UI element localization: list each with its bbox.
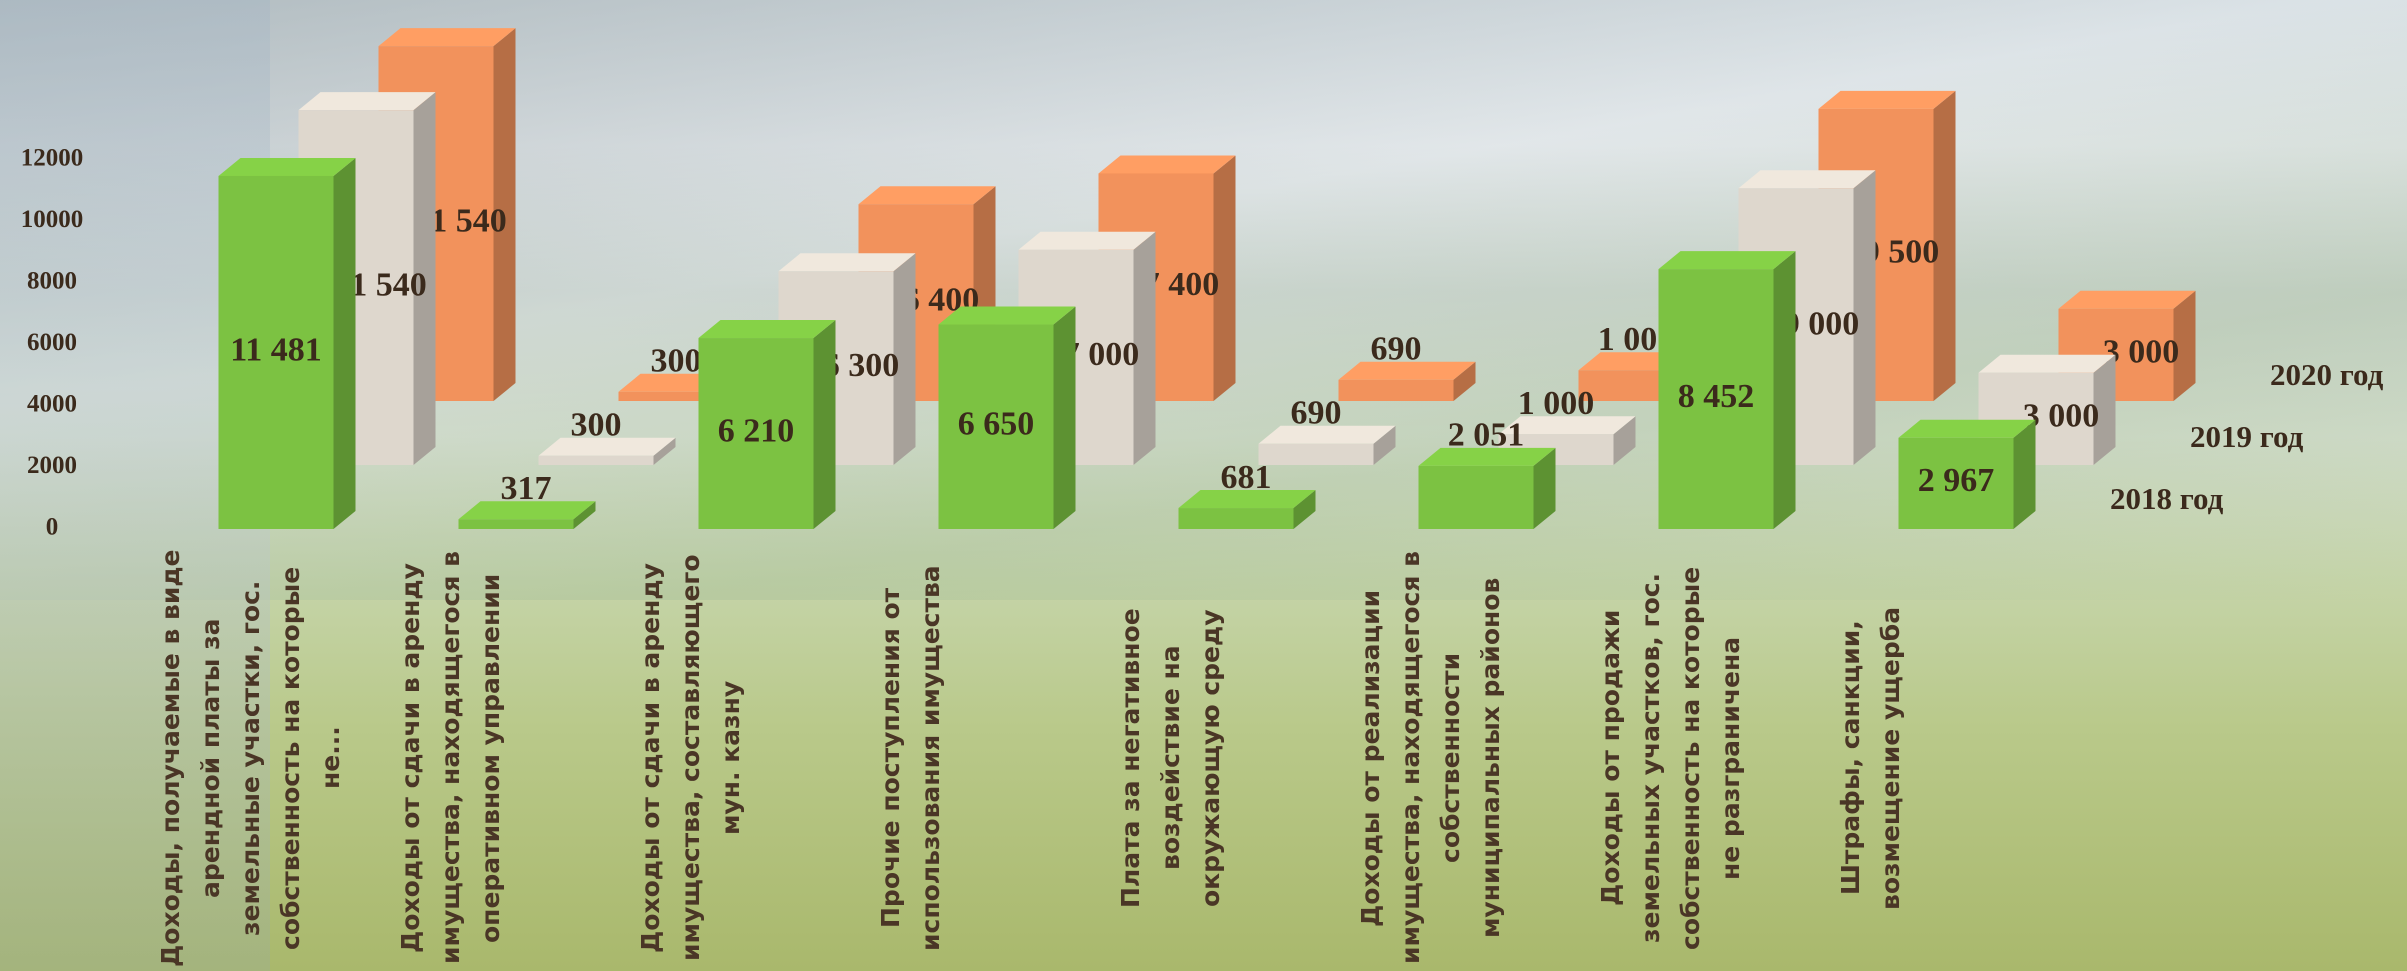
y-tick-label: 0: [46, 514, 59, 541]
bar-top: [778, 253, 916, 272]
bar-side: [2173, 290, 2196, 401]
bar: [618, 391, 734, 401]
bar-side: [1133, 231, 1156, 465]
bar: [938, 324, 1054, 529]
bar-side: [1213, 155, 1236, 401]
bar-top: [698, 320, 836, 339]
bar-side: [413, 92, 436, 466]
bar-top: [1258, 425, 1396, 444]
bar: [1338, 379, 1454, 401]
value-label: 6 650: [958, 406, 1035, 443]
bar-side: [573, 501, 596, 529]
legend-label: 2020 год: [2270, 357, 2384, 392]
category-label: Доходы от продажи земельных участков, го…: [1596, 566, 1745, 950]
bar-top: [1818, 90, 1956, 109]
value-label: 681: [1221, 459, 1272, 496]
bar-top: [1978, 354, 2116, 373]
y-tick-label: 8000: [27, 268, 77, 295]
category-label: Штрафы, санкции, возмещение ущерба: [1836, 606, 1905, 910]
bar-side: [333, 157, 356, 530]
y-tick-label: 2000: [27, 452, 77, 479]
bar-top: [378, 28, 516, 47]
value-label: 300: [571, 407, 622, 444]
value-label: 300: [651, 343, 702, 380]
y-tick-label: 4000: [27, 391, 77, 418]
bar-top: [1738, 170, 1876, 189]
bar-side: [1853, 170, 1876, 465]
bar-side: [2013, 419, 2036, 529]
bar-top: [2058, 290, 2196, 309]
bar-top: [1498, 416, 1636, 435]
value-label: 2 967: [1918, 462, 1995, 499]
bar: [1658, 269, 1774, 529]
bar-side: [1773, 251, 1796, 529]
bar-side: [1933, 90, 1956, 401]
bar: [538, 455, 654, 465]
bar-side: [1053, 306, 1076, 529]
value-label: 317: [501, 470, 552, 507]
bar-top: [1338, 361, 1476, 380]
bar: [698, 338, 814, 529]
bar-top: [858, 186, 996, 205]
y-tick-label: 12000: [21, 145, 84, 172]
bar-side: [1533, 447, 1556, 529]
bar-top: [1418, 447, 1556, 466]
bar: [218, 175, 334, 530]
value-label: 1 000: [1518, 385, 1595, 422]
bar-top: [1018, 231, 1156, 250]
bar-side: [1613, 416, 1636, 465]
value-label: 8 452: [1678, 378, 1755, 415]
y-tick-label: 6000: [27, 329, 77, 356]
value-label: 6 210: [718, 412, 795, 449]
value-label: 2 051: [1448, 417, 1525, 454]
value-label: 690: [1371, 331, 1422, 368]
y-tick-label: 10000: [21, 206, 84, 233]
bar-side: [1453, 361, 1476, 401]
bar-top: [1898, 419, 2036, 438]
bar-side: [1293, 490, 1316, 529]
category-label: Доходы, получаемые в виде арендной платы…: [156, 549, 345, 967]
bar: [1258, 443, 1374, 465]
bar-top: [218, 157, 356, 176]
category-label: Доходы от реализации имущества, находяще…: [1356, 551, 1505, 965]
bar-top: [538, 437, 676, 456]
bar-top: [1178, 490, 1316, 509]
bar-side: [653, 437, 676, 465]
value-label: 11 481: [230, 331, 322, 368]
bar-top: [938, 306, 1076, 325]
bar: [458, 519, 574, 529]
bar: [1898, 437, 2014, 529]
bar-side: [2093, 354, 2116, 465]
category-label: Доходы от сдачи в аренду имущества, сост…: [636, 554, 745, 962]
bar-top: [1658, 251, 1796, 270]
legend-label: 2018 год: [2110, 481, 2224, 516]
value-label: 690: [1291, 395, 1342, 432]
category-label: Доходы от сдачи в аренду имущества, нахо…: [396, 551, 505, 965]
bar-side: [813, 320, 836, 529]
category-label: Плата за негативное воздействие на окруж…: [1116, 608, 1225, 908]
bar-top: [1098, 155, 1236, 174]
legend-label: 2019 год: [2190, 419, 2304, 454]
bar-top: [298, 92, 436, 111]
bar-side: [893, 253, 916, 465]
bar-side: [1373, 425, 1396, 465]
bar: [1178, 508, 1294, 529]
bar-side: [493, 28, 516, 402]
bar-top: [458, 501, 596, 520]
bar: [1418, 465, 1534, 529]
category-label: Прочие поступления от использования имущ…: [876, 565, 945, 951]
